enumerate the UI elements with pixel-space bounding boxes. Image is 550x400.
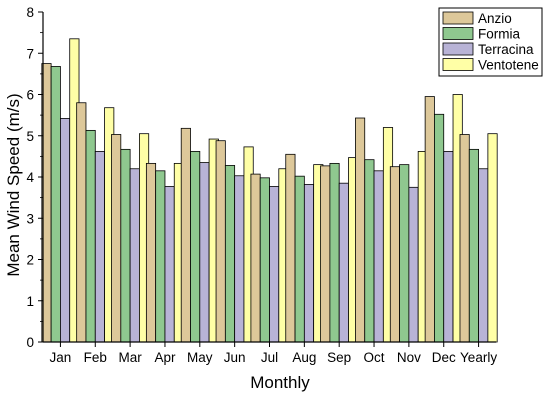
bar-terracina-mar — [129, 168, 140, 343]
legend-swatch-ventotene — [442, 58, 474, 71]
x-tick-label: Oct — [364, 350, 385, 365]
bar-formia-may — [190, 151, 201, 343]
bar-terracina-feb — [94, 151, 105, 343]
bar-anzio-dec — [424, 96, 435, 343]
bar-formia-yearly — [468, 148, 479, 343]
legend-label-ventotene: Ventotene — [478, 58, 539, 73]
bars-layer — [41, 38, 498, 343]
y-axis-title: Mean Wind Speed (m/s) — [4, 93, 23, 276]
bar-formia-jul — [259, 177, 270, 343]
x-tick-label: Aug — [292, 350, 316, 365]
legend-swatch-formia — [442, 27, 474, 40]
bar-terracina-may — [199, 162, 210, 343]
x-tick-label: Mar — [118, 350, 142, 365]
bar-anzio-jul — [250, 173, 261, 343]
legend-swatch-terracina — [442, 42, 474, 56]
bar-anzio-jun — [215, 140, 226, 343]
legend-label-terracina: Terracina — [478, 42, 534, 57]
x-tick-label: Nov — [397, 350, 421, 365]
bar-ventotene-yearly — [487, 133, 498, 343]
bar-anzio-feb — [76, 102, 87, 343]
bar-terracina-nov — [408, 186, 419, 343]
legend-swatch-anzio — [442, 11, 474, 25]
x-tick-label: Yearly — [460, 350, 497, 365]
x-tick-label: May — [187, 350, 213, 365]
y-tick-label: 1 — [26, 294, 34, 309]
x-tick-label: Sep — [327, 350, 351, 365]
bar-terracina-dec — [443, 151, 454, 343]
bar-terracina-oct — [373, 170, 384, 343]
bar-formia-mar — [120, 148, 131, 343]
bar-formia-sep — [329, 162, 340, 343]
bar-formia-feb — [85, 129, 96, 343]
bar-terracina-apr — [164, 186, 175, 343]
y-tick-label: 8 — [26, 5, 34, 20]
y-tick-label: 7 — [26, 46, 34, 61]
y-tick-label: 6 — [26, 88, 34, 103]
bar-anzio-aug — [285, 153, 296, 343]
y-tick-label: 4 — [26, 170, 34, 185]
x-axis-title: Monthly — [250, 373, 310, 392]
y-tick-label: 3 — [26, 211, 34, 226]
bar-terracina-yearly — [478, 168, 489, 343]
bar-anzio-nov — [389, 166, 400, 343]
legend-label-formia: Formia — [478, 27, 520, 42]
y-tick-label: 5 — [26, 129, 34, 144]
bar-anzio-may — [180, 127, 191, 343]
bar-formia-apr — [155, 170, 166, 343]
x-tick-label: Jul — [261, 350, 278, 365]
x-tick-label: Jan — [50, 350, 72, 365]
bar-formia-jan — [50, 66, 61, 343]
bar-terracina-aug — [303, 184, 315, 343]
axes-layer: Jan Feb Mar Apr May Jun Jul Aug Sep Oct Nov Dec Year… — [26, 5, 497, 365]
bar-terracina-sep — [338, 182, 349, 343]
bar-anzio-oct — [355, 117, 366, 343]
bar-terracina-jun — [234, 175, 245, 343]
bar-anzio-yearly — [459, 134, 470, 343]
bar-terracina-jul — [269, 186, 280, 343]
bar-formia-jun — [224, 165, 236, 343]
bar-anzio-mar — [111, 134, 122, 343]
bar-anzio-apr — [145, 162, 157, 343]
bar-formia-dec — [434, 113, 445, 343]
bar-formia-aug — [294, 175, 305, 343]
bar-terracina-jan — [60, 118, 71, 343]
bar-anzio-sep — [320, 165, 331, 343]
x-tick-label: Feb — [84, 350, 107, 365]
x-tick-label: Jun — [224, 350, 246, 365]
x-tick-label: Apr — [154, 350, 176, 365]
bar-formia-nov — [399, 164, 410, 343]
y-tick-label: 2 — [26, 253, 34, 268]
x-tick-label: Dec — [432, 350, 456, 365]
y-tick-label: 0 — [26, 335, 34, 350]
legend-label-anzio: Anzio — [478, 11, 512, 26]
bar-formia-oct — [364, 159, 375, 343]
